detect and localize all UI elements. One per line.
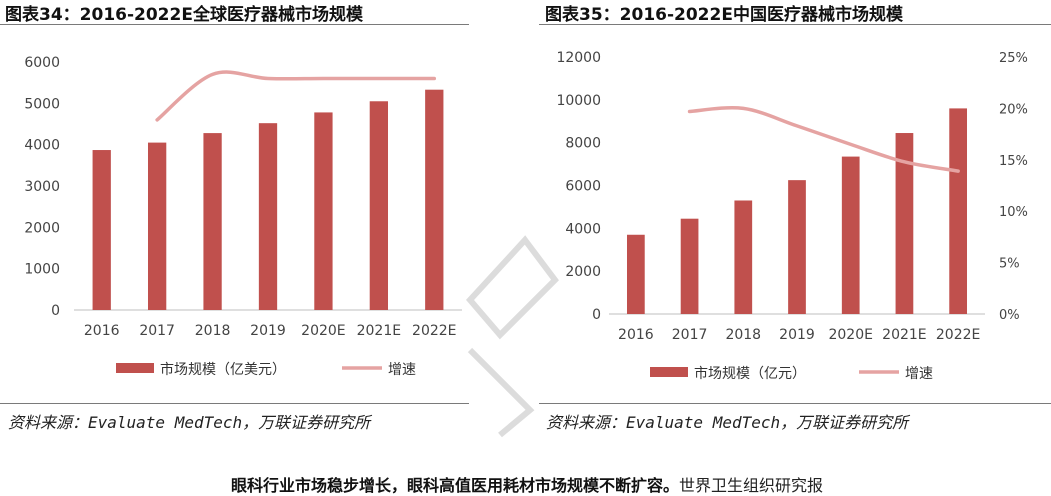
legend-bar-swatch [116,363,154,373]
figure-35-source: 资料来源：Evaluate MedTech，万联证券研究所 [546,413,909,432]
x-tick-label: 2017 [139,323,175,339]
bar-2017 [147,142,167,310]
legend-bar-label: 市场规模（亿美元） [160,361,286,378]
y-tick-label: 10000 [556,93,601,109]
x-tick-label: 2020E [301,323,345,339]
bar-2021E [895,133,914,314]
bar-2020E [314,112,333,310]
y-tick-label: 1000 [24,262,60,278]
x-tick-label: 2022E [412,323,456,339]
y-tick-label: 6000 [565,179,601,195]
legend-line-label: 增速 [388,362,416,378]
bar-2017 [680,218,699,314]
x-tick-label: 2017 [672,327,708,343]
bar-2019 [788,180,806,314]
bar-2019 [258,123,278,310]
bar-2016 [92,150,111,310]
x-tick-label: 2022E [936,327,980,343]
figure-34-title: 图表34：2016-2022E全球医疗器械市场规模 [5,5,363,25]
y2-tick-label: 10% [999,205,1028,220]
x-tick-label: 2020E [828,327,872,343]
x-tick-label: 2019 [250,323,286,339]
body-sentence-continuation: 世界卫生组织研究报 [679,476,824,495]
x-tick-label: 2021E [357,323,401,339]
y2-tick-label: 15% [999,154,1028,169]
bar-2020E [841,156,860,314]
x-tick-label: 2021E [882,327,926,343]
china-market-chart: 0 2000 4000 6000 8000 10000 12000 0% 5% 10% 15% 20%… [556,50,1028,382]
y-tick-label: 4000 [24,138,60,154]
y2-tick-label: 25% [999,51,1028,66]
x-tick-label: 2016 [84,323,120,339]
y-tick-label: 2000 [24,220,60,236]
x-tick-label: 2018 [725,327,761,343]
y-tick-label: 4000 [565,221,601,237]
y2-tick-label: 0% [999,308,1020,323]
x-tick-label: 2019 [779,327,815,343]
bar-2016 [626,234,645,314]
y2-tick-label: 5% [999,257,1020,272]
growth-rate-line [155,70,437,122]
body-paragraph: 眼科行业市场稳步增长，眼科高值医用耗材市场规模不断扩容。世界卫生组织研究报 [231,472,823,496]
bar-2022E [949,108,968,315]
figure-35-bottom-rule [539,403,1051,404]
y-tick-label: 0 [592,307,601,323]
bar-2022E [425,89,444,310]
figure-34-top-rule [0,24,469,25]
figure-34-source: 资料来源：Evaluate MedTech，万联证券研究所 [8,413,371,432]
growth-rate-line [687,106,960,173]
y-tick-label: 6000 [24,55,60,71]
legend-bar-label: 市场规模（亿元） [694,365,806,382]
y-tick-label: 5000 [24,96,60,112]
bar-2018 [203,133,222,310]
y-tick-label: 0 [51,303,60,319]
body-bold-sentence: 眼科行业市场稳步增长，眼科高值医用耗材市场规模不断扩容。 [231,476,680,495]
x-tick-label: 2016 [618,327,654,343]
figure-35-title: 图表35：2016-2022E中国医疗器械市场规模 [545,5,903,25]
bar-2021E [369,101,389,311]
y2-tick-label: 20% [999,102,1028,117]
legend-bar-swatch [650,367,688,377]
figure-34-bottom-rule [0,403,469,404]
global-market-chart: 01000200030004000500060000%1%2%3%4%5%6%2… [24,55,462,378]
x-tick-label: 2018 [195,323,231,339]
y-tick-label: 8000 [565,136,601,152]
y-tick-label: 3000 [24,179,60,195]
bar-2018 [734,200,753,314]
legend-line-label: 增速 [905,366,933,382]
figure-35-top-rule [539,24,1051,25]
y-tick-label: 2000 [565,264,601,280]
y-tick-label: 12000 [556,50,601,66]
